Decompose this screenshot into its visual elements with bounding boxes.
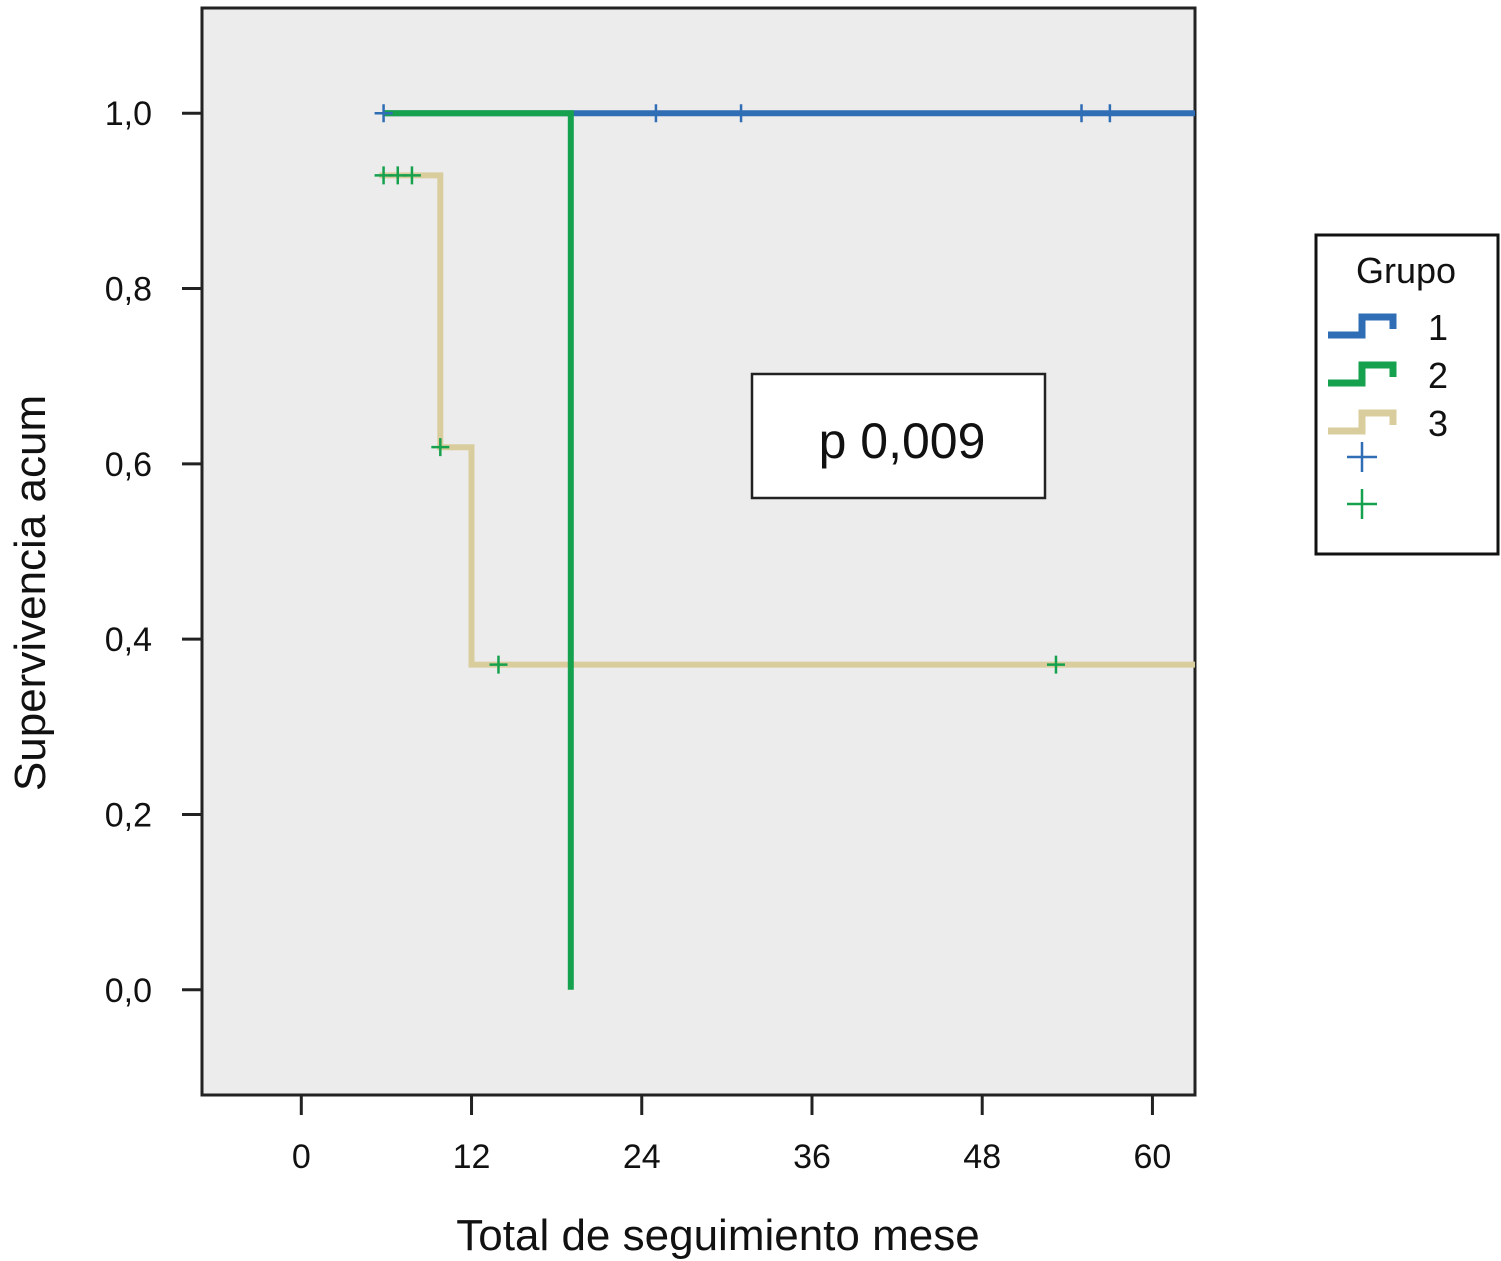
x-tick-label: 36 [793, 1138, 831, 1176]
x-tick-label: 60 [1134, 1138, 1172, 1176]
legend-censor-marker [1347, 489, 1377, 519]
legend-censor-marker [1347, 442, 1377, 472]
censor-mark-series-3 [402, 166, 421, 185]
series-2-line [383, 110, 574, 990]
annotation-box: p 0,009 [750, 372, 1047, 500]
x-tick-label: 48 [963, 1138, 1001, 1176]
legend-label-2: 2 [1428, 355, 1448, 396]
series-3-line [379, 172, 1195, 668]
y-tick-label: 0,4 [105, 621, 152, 659]
legend-title: Grupo [1356, 250, 1456, 291]
censor-mark-series-1 [374, 104, 393, 123]
legend-label-1: 1 [1428, 307, 1448, 348]
censor-mark-series-3 [489, 655, 508, 674]
censor-mark-series-3 [1046, 655, 1065, 674]
p-value-label: p 0,009 [819, 413, 986, 469]
legend: Grupo 1 2 3 [1314, 233, 1500, 556]
legend-swatch-3 [1328, 409, 1397, 435]
y-axis: 0,0 0,2 0,4 0,6 0,8 1,0 [105, 95, 202, 1010]
x-axis: 0 12 24 36 48 60 [292, 1093, 1195, 1176]
x-tick-label: 24 [623, 1138, 661, 1176]
censor-marks [374, 104, 1119, 674]
plot-area [200, 6, 1197, 1097]
x-tick-label: 12 [453, 1138, 491, 1176]
y-tick-label: 0,2 [105, 796, 152, 834]
censor-mark-series-3 [431, 438, 450, 457]
censor-mark-series-1 [1072, 104, 1091, 123]
legend-swatch-1 [1328, 313, 1397, 339]
series-lines [379, 110, 1195, 990]
legend-label-3: 3 [1428, 403, 1448, 444]
x-axis-title: Total de seguimiento mese [456, 1211, 979, 1260]
y-tick-label: 0,8 [105, 271, 152, 309]
y-axis-title: Supervivencia acum [6, 395, 55, 791]
legend-items: 1 2 3 [1328, 307, 1448, 519]
censor-mark-series-1 [646, 104, 665, 123]
censor-mark-series-1 [732, 104, 751, 123]
censor-mark-series-1 [1100, 104, 1119, 123]
y-tick-label: 0,0 [105, 972, 152, 1010]
y-tick-label: 1,0 [105, 95, 152, 133]
x-tick-label: 0 [292, 1138, 311, 1176]
legend-swatch-2 [1328, 361, 1397, 387]
y-tick-label: 0,6 [105, 446, 152, 484]
